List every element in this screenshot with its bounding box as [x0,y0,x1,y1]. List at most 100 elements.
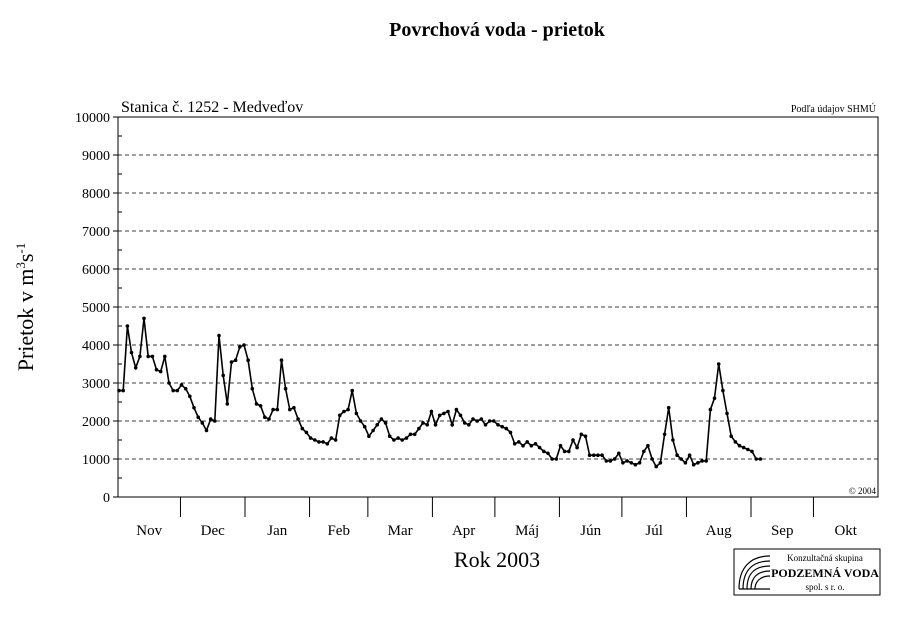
company-logo: Konzultačná skupina PODZEMNÁ VODA spol. … [733,548,881,596]
data-point [354,411,359,416]
data-point [517,440,521,444]
data-point [200,421,205,425]
data-point [163,354,167,359]
data-point [637,461,642,465]
data-point [425,423,430,427]
data-point [496,423,500,427]
data-point [458,413,463,418]
data-point [242,343,246,347]
data-point [600,453,604,458]
data-point [133,366,138,370]
station-label: Stanica č. 1252 - Medveďov [121,99,303,116]
chart-title: Povrchová voda - prietok [389,19,606,41]
data-point [571,438,575,442]
data-point [554,457,559,461]
data-point [462,421,467,425]
data-point [417,426,421,431]
y-tick-label: 1000 [82,453,110,468]
data-point [371,428,375,433]
data-point [192,405,196,410]
y-tick-label: 6000 [82,263,110,278]
data-point [338,413,342,418]
data-point [533,442,538,446]
y-tick-label: 3000 [82,377,110,392]
data-point [375,423,380,427]
data-point [587,453,592,458]
x-tick-label: Aug [706,523,732,539]
data-point [421,421,425,425]
data-point [750,449,754,454]
data-point [617,451,621,456]
x-axis: Nov Dec Jan Feb Mar Apr Máj Jún Júl Aug Sep Okt [136,497,858,539]
y-tick-label: 5000 [82,301,110,316]
data-point [575,445,579,450]
data-point [646,443,650,448]
data-point [167,381,171,385]
data-point [537,445,542,450]
data-point [604,459,609,463]
data-point [454,407,459,412]
y-tick-label: 8000 [82,187,110,202]
data-point [712,396,717,401]
data-point [154,367,159,372]
data-point [450,423,455,427]
data-point [733,440,738,444]
data-point [146,354,150,359]
y-tick-label: 0 [103,491,110,506]
data-point [283,386,288,391]
data-point [529,443,534,448]
data-point [596,453,600,458]
data-point [250,386,255,391]
x-tick-label: Mar [388,523,413,539]
data-point [271,407,275,412]
data-point [446,409,450,414]
data-point [754,457,758,461]
data-point [512,442,517,446]
copyright-label: © 2004 [849,486,877,496]
data-point [625,459,629,463]
data-point [179,383,184,387]
data-point [579,432,584,437]
data-point [117,388,121,393]
data-point [542,449,546,454]
data-point [521,443,525,448]
data-point [729,434,733,439]
data-point [675,453,679,458]
x-tick-label: Apr [452,523,475,539]
data-point [229,360,234,364]
logo-line2: PODZEMNÁ VODA [771,566,879,580]
data-point [346,407,350,412]
x-tick-label: Jún [580,523,601,539]
x-tick-label: Dec [201,523,225,539]
data-point [592,453,596,458]
x-tick-label: Júl [645,523,663,539]
data-point [691,462,696,467]
data-point [525,440,529,444]
data-point [213,419,217,423]
data-point [288,407,292,412]
data-point [679,457,683,461]
data-point [546,451,550,456]
data-point [150,354,155,359]
y-tick-label: 7000 [82,225,110,240]
data-point [321,440,325,444]
data-point [429,409,434,414]
data-point [317,440,321,444]
data-point [404,436,409,440]
data-point [325,442,330,446]
data-point [437,413,442,418]
data-point [138,354,142,359]
y-tick-label: 9000 [82,149,110,164]
y-tick-label: 4000 [82,339,110,354]
data-point [487,419,492,423]
data-point [300,426,305,431]
data-point [358,419,363,423]
data-point [121,388,125,393]
logo-line1: Konzultačná skupina [787,553,863,563]
data-point [433,423,438,427]
data-point [396,436,400,440]
data-point [654,464,658,469]
data-point [721,388,725,393]
data-point [666,405,671,410]
